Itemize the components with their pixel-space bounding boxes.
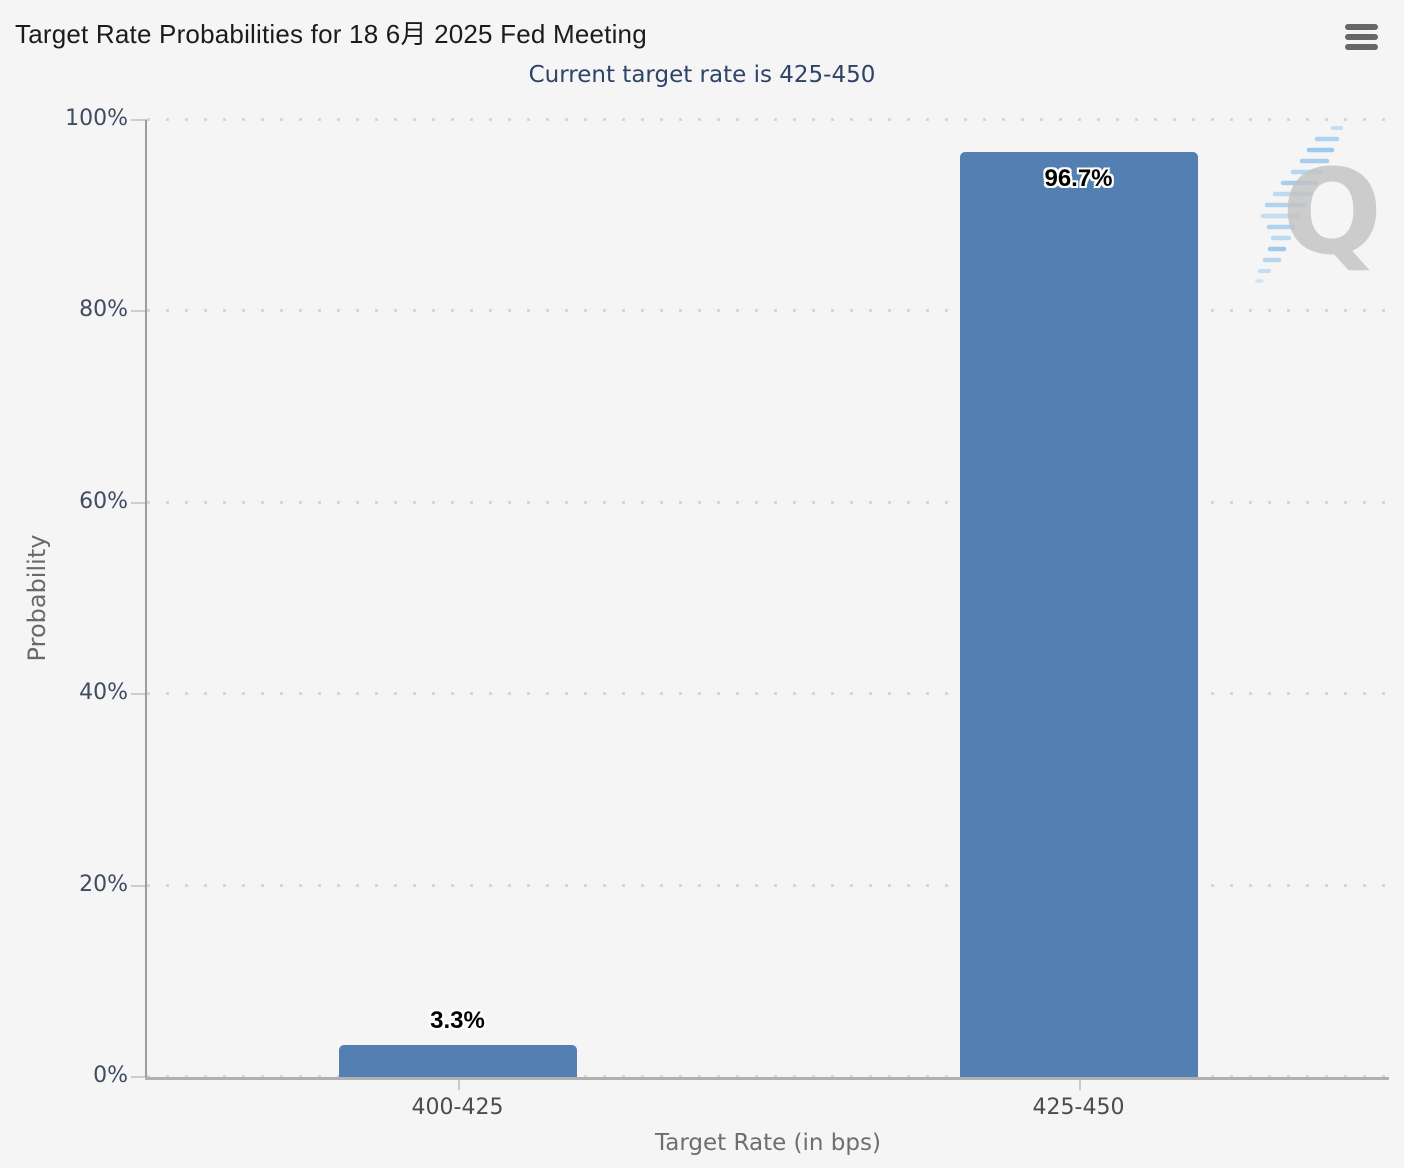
- chart-title: Target Rate Probabilities for 18 6月 2025…: [15, 19, 647, 49]
- y-axis-title: Probability: [23, 534, 51, 662]
- x-axis-title: Target Rate (in bps): [655, 1130, 881, 1156]
- y-gridline: [147, 692, 1389, 696]
- y-axis-tick: [131, 884, 147, 887]
- hamburger-menu-icon: [1344, 24, 1378, 30]
- y-axis-line: [145, 120, 147, 1079]
- x-axis-category-label: 425-450: [1032, 1095, 1125, 1120]
- y-gridline: [147, 1075, 1389, 1078]
- x-axis-category-label: 400-425: [411, 1095, 504, 1120]
- y-axis-tick-label: 0%: [93, 1063, 128, 1088]
- y-axis-tick-label: 20%: [79, 871, 128, 897]
- bar-value-label: 3.3%: [430, 1007, 485, 1035]
- chart-subtitle: Current target rate is 425-450: [528, 62, 876, 88]
- y-axis-tick-label: 100%: [65, 106, 128, 131]
- probability-bar[interactable]: [959, 151, 1198, 1077]
- y-axis-tick-label: 40%: [79, 680, 128, 706]
- x-axis-tick: [457, 1080, 460, 1090]
- y-gridline: [147, 500, 1389, 504]
- hamburger-menu-icon: [1344, 44, 1378, 50]
- y-axis-tick: [131, 693, 147, 696]
- y-axis-tick: [131, 501, 147, 504]
- quikstrike-watermark-logo: Q: [1255, 126, 1382, 283]
- y-gridline: [147, 883, 1389, 887]
- watermark-letter: Q: [1282, 143, 1382, 281]
- y-axis-tick: [131, 1076, 147, 1078]
- y-axis-tick: [131, 310, 147, 313]
- x-axis-line: [145, 1077, 1389, 1080]
- export-menu-button[interactable]: [1340, 19, 1382, 55]
- y-axis-tick: [131, 119, 147, 121]
- y-gridline: [147, 118, 1389, 121]
- bar-value-label: 96.7%: [1044, 164, 1113, 192]
- y-axis-tick-label: 60%: [79, 488, 128, 514]
- y-gridline: [147, 309, 1389, 313]
- x-axis-tick: [1078, 1080, 1081, 1090]
- hamburger-menu-icon: [1344, 34, 1378, 40]
- probability-bar[interactable]: [338, 1045, 577, 1077]
- y-axis-tick-label: 80%: [79, 297, 128, 323]
